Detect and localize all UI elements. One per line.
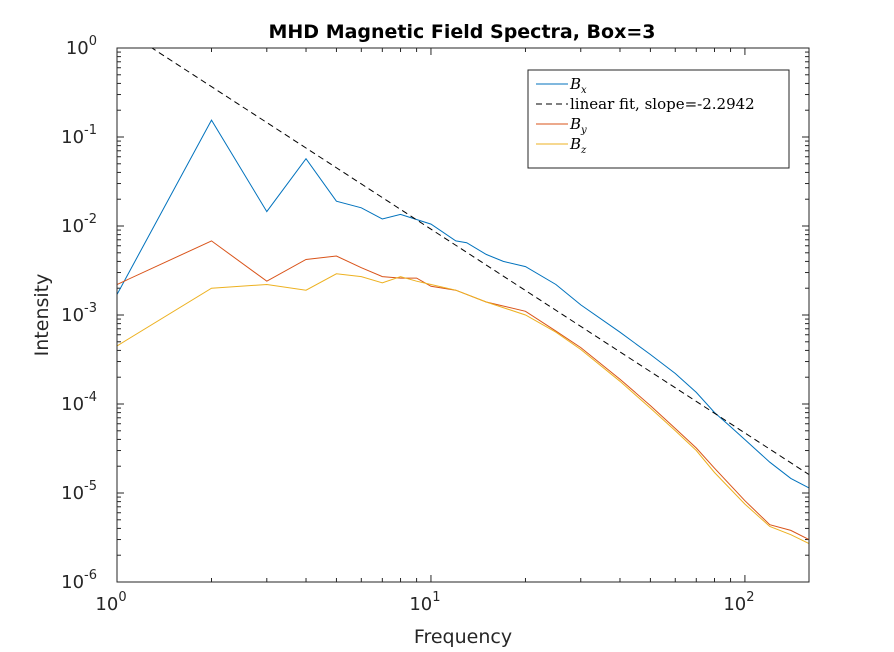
y-tick-label: 100 — [66, 34, 97, 59]
x-axis-label: Frequency — [414, 626, 512, 648]
series-lines — [117, 48, 809, 545]
x-tick-label: 100 — [95, 590, 126, 615]
y-tick-label: 10-2 — [61, 212, 97, 237]
tick-marks — [116, 47, 809, 583]
y-tick-label: 10-6 — [61, 568, 97, 593]
y-tick-label: 10-4 — [61, 390, 97, 415]
y-tick-label: 10-3 — [61, 301, 97, 326]
legend-label: linear fit, slope=-2.2942 — [570, 95, 755, 113]
series-line-3 — [117, 273, 809, 545]
x-tick-label: 102 — [723, 590, 754, 615]
chart-title: MHD Magnetic Field Spectra, Box=3 — [269, 21, 656, 43]
y-tick-label: 10-1 — [61, 123, 97, 148]
plot-frame — [116, 47, 810, 583]
x-tick-label: 101 — [409, 590, 440, 615]
y-tick-label: 10-5 — [61, 479, 97, 504]
legend-label: By — [569, 115, 587, 136]
legend-label: Bx — [569, 75, 587, 96]
y-axis-label: Intensity — [31, 274, 53, 357]
series-line-1 — [151, 48, 809, 476]
legend-label: Bz — [569, 135, 587, 156]
series-line-0 — [117, 119, 809, 489]
legend-box — [527, 69, 790, 169]
series-line-2 — [117, 240, 809, 540]
